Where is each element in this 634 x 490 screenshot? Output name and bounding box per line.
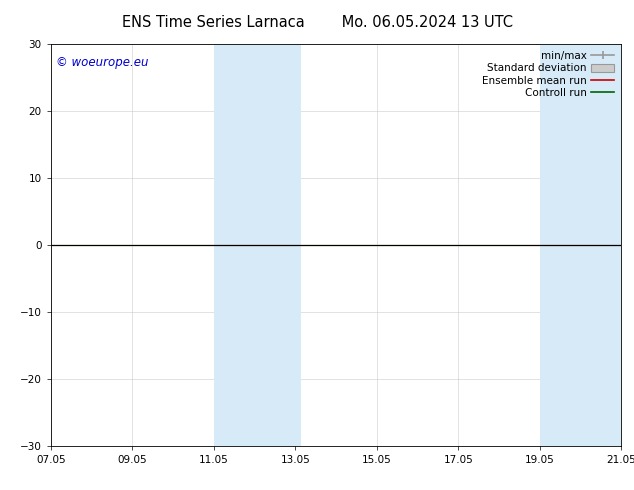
Bar bbox=[214, 44, 301, 446]
Text: ENS Time Series Larnaca        Mo. 06.05.2024 13 UTC: ENS Time Series Larnaca Mo. 06.05.2024 1… bbox=[122, 15, 512, 30]
Legend: min/max, Standard deviation, Ensemble mean run, Controll run: min/max, Standard deviation, Ensemble me… bbox=[480, 49, 616, 100]
Bar bbox=[540, 44, 621, 446]
Text: © woeurope.eu: © woeurope.eu bbox=[56, 56, 149, 69]
